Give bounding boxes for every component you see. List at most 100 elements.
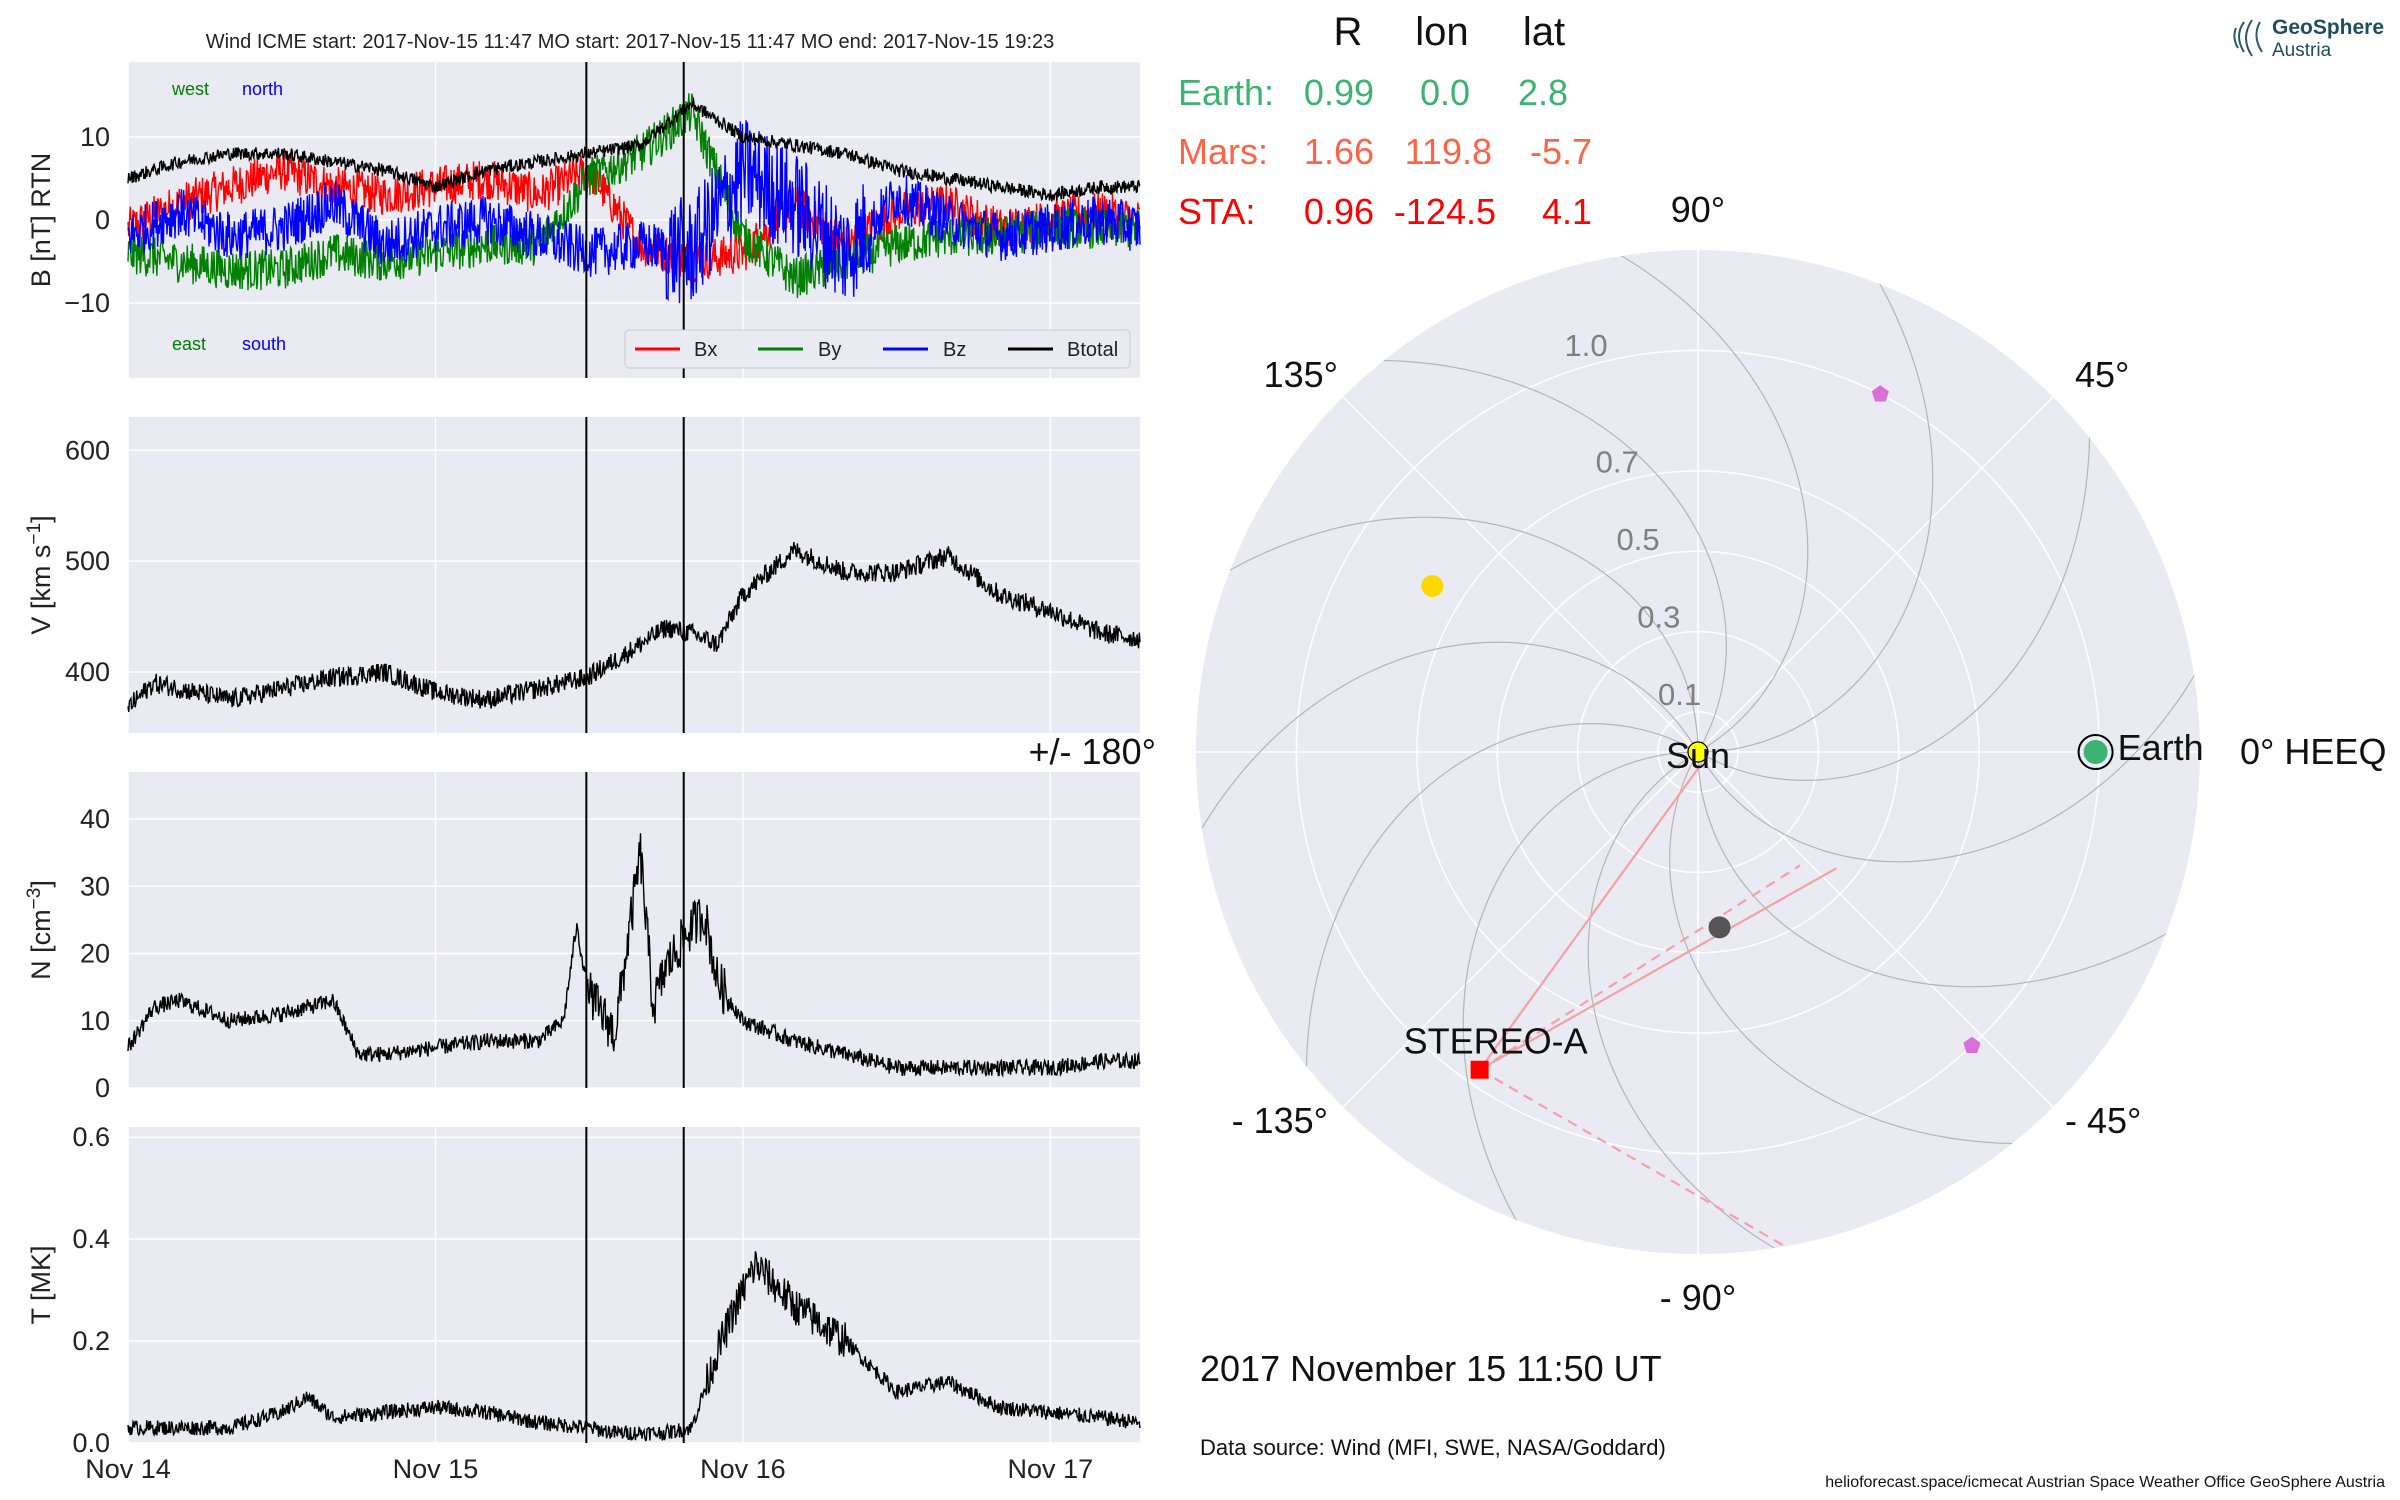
plot-background [128,1127,1140,1443]
radial-tick-label: 0.7 [1596,444,1639,479]
row-mars-r: 1.66 [1304,131,1374,172]
x-tick-label: Nov 16 [700,1454,786,1484]
y-axis-label: V [km s−1] [24,515,56,634]
label-north: north [242,79,283,99]
legend-bz-label: Bz [943,339,966,361]
y-tick-label: 500 [65,546,110,576]
fov-line-solid [1478,762,1703,1071]
x-tick-label: Nov 14 [85,1454,171,1484]
legend-by-label: By [818,339,841,361]
row-sta-lat: 4.1 [1542,191,1592,232]
x-tick-label: Nov 17 [1008,1454,1094,1484]
parker-spiral-line [1196,516,1699,752]
parker-spirals [1196,250,2200,1254]
date-text: 2017 November 15 11:50 UT [1200,1348,1662,1389]
row-earth-lon: 0.0 [1420,72,1470,113]
y-tick-label: 0.0 [72,1428,110,1458]
y-tick-label: 0 [95,1073,110,1103]
earth-marker [2083,740,2108,764]
parker-spiral-line [1697,752,2200,988]
positions-table: R lon lat Earth: 0.99 0.0 2.8 Mars: 1.66… [1178,10,1592,232]
row-sta-label: STA: [1178,191,1255,232]
panel-magnetic-field: 10 0 −10 B [nT] RTN [26,62,1141,378]
y-tick-label: 10 [80,1006,110,1036]
row-mars-label: Mars: [1178,131,1268,172]
angle-label: 90° [1671,189,1725,230]
earth-ring [2077,734,2114,770]
angular-grid-line [1342,751,1699,1108]
yellow-planet-marker [1421,575,1444,598]
row-sta-r: 0.96 [1304,191,1374,232]
pentagon-2-marker [1963,1036,1981,1053]
parker-spiral-line [1305,723,1699,1107]
radial-tick-label: 0.1 [1658,677,1701,712]
gray-planet-marker [1708,916,1731,939]
y-axis-label: T [MK] [26,1245,56,1324]
logo-name: GeoSphere [2272,16,2384,39]
footer-credits: helioforecast.space/icmecat Austrian Spa… [1825,1474,2385,1491]
series-n-line [127,833,1141,1078]
legend-bx-label: Bx [694,339,717,361]
logo-swirl-icon [2233,19,2263,57]
parker-spiral-line [1697,640,2200,863]
stereo-a-marker [1470,1060,1489,1079]
sun-label: Sun [1666,735,1730,776]
angle-label: - 45° [2065,1100,2141,1141]
data-source: Data source: Wind (MFI, SWE, NASA/Goddar… [1200,1435,1666,1460]
y-tick-label: 20 [80,939,110,969]
logo-sub: Austria [2272,40,2332,61]
label-west: west [171,79,209,99]
panel-temperature: 0.6 0.4 0.2 0.0 T [MK] Nov 14 Nov 15 Nov 16 Nov … [26,1122,1141,1484]
y-tick-label: 40 [80,804,110,834]
radial-tick-label: 0.5 [1616,522,1659,557]
parker-spiral-line [1196,641,1699,864]
row-earth-label: Earth: [1178,72,1274,113]
parker-spiral-line [1586,250,1809,753]
row-sta-lon: -124.5 [1394,191,1496,232]
stereo-a-label: STEREO-A [1404,1021,1588,1062]
radial-tick-label: 0.3 [1637,600,1680,635]
sun-marker [1687,741,1709,763]
table-header-lat: lat [1523,10,1565,54]
plot-background [128,772,1140,1088]
b-legend: Bx By Bz Btotal [624,329,1131,369]
angle-label: - 90° [1660,1277,1736,1318]
y-tick-label: 10 [80,122,110,152]
panel-density: 40 30 20 10 0 N [cm−3] [24,772,1141,1103]
polar-plot: 1.0 0.7 0.5 0.3 0.1 90° 45° 0° HEEQ - 45° - 90° - … [1029,189,2387,1318]
pentagon-1-marker [1871,385,1889,402]
series-v-line [127,541,1141,712]
y-tick-label: −10 [64,288,110,318]
y-tick-label: 400 [65,657,110,687]
label-south: south [242,334,286,354]
radial-tick-label: 1.0 [1565,328,1608,363]
parker-spiral-line [1697,397,2091,781]
parker-spiral-line [1698,250,1934,753]
parker-spiral-line [1669,751,2053,1145]
fov-line-dashed [1479,1068,1786,1248]
parker-spiral-line [1343,359,1727,753]
y-tick-label: 0.2 [72,1326,110,1356]
row-mars-lat: -5.7 [1530,131,1592,172]
y-axis-label: N [cm−3] [24,880,56,980]
stereo-a-fov [1478,762,1837,1248]
x-tick-label: Nov 15 [393,1454,479,1484]
plot-title: Wind ICME start: 2017-Nov-15 11:47 MO st… [206,31,1055,53]
y-axis-label: B [nT] RTN [26,153,56,288]
table-header-r: R [1334,10,1363,54]
series-btotal-line [127,97,1141,202]
row-earth-r: 0.99 [1304,72,1374,113]
y-tick-label: 0 [95,205,110,235]
panel-velocity: 600 500 400 V [km s−1] [24,417,1141,733]
fov-line-dashed [1479,864,1801,1071]
legend-btotal-label: Btotal [1067,339,1118,361]
angular-grid-line [1697,396,2054,753]
y-tick-label: 600 [65,435,110,465]
angular-grid-line [1342,396,1699,753]
legend-box [624,329,1131,369]
y-tick-label: 30 [80,871,110,901]
angular-grid-line [1697,751,2054,1108]
geosphere-logo: GeoSphere Austria [2233,16,2384,61]
